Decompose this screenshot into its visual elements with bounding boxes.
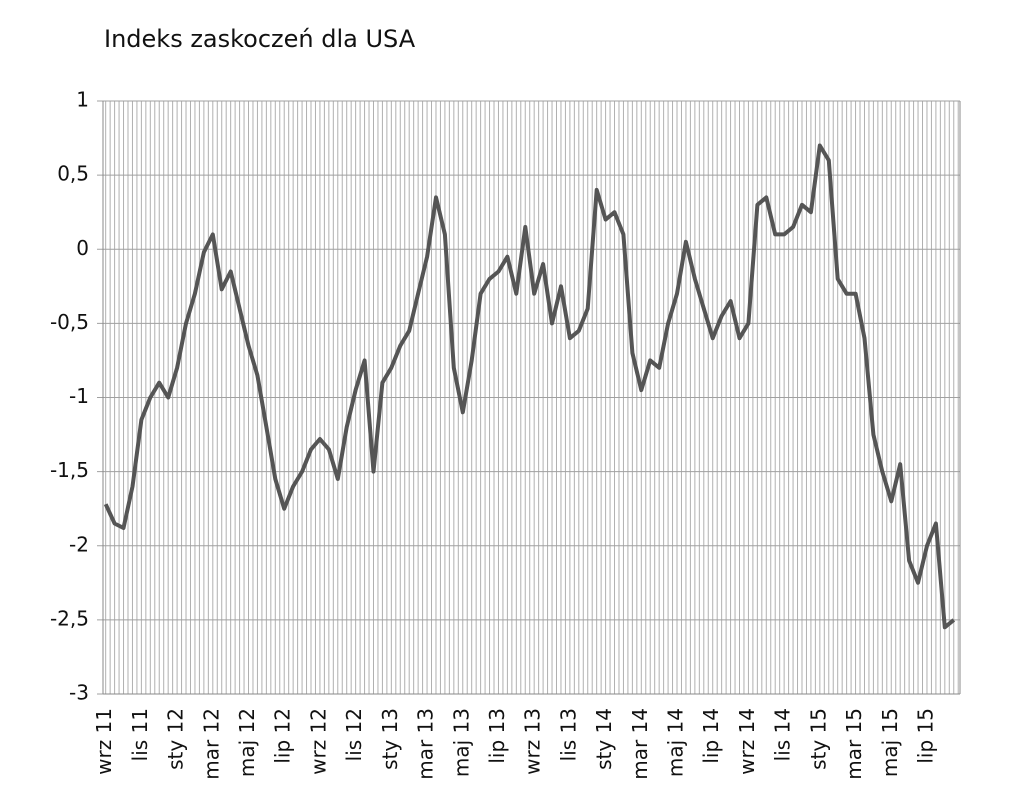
y-tick-label: 1 [76,88,89,112]
y-tick-label: 0 [76,236,89,260]
x-tick-label: lis 13 [556,708,580,761]
x-tick-label: maj 13 [449,708,473,777]
x-tick-label: mar 15 [842,708,866,780]
x-tick-label: sty 15 [806,708,830,770]
x-tick-label: sty 12 [164,708,188,770]
x-tick-label: maj 14 [664,708,688,777]
x-tick-label: sty 14 [592,708,616,770]
chart-title: Indeks zaskoczeń dla USA [104,25,416,53]
x-tick-label: lis 11 [128,708,152,761]
x-tick-label: lip 13 [485,708,509,764]
x-tick-label: lis 14 [771,708,795,761]
x-tick-label: lip 15 [913,708,937,764]
y-tick-label: 0,5 [57,162,89,186]
x-tick-label: wrz 13 [521,708,545,775]
y-tick-label: -2,5 [50,606,89,630]
x-tick-label: maj 12 [235,708,259,777]
x-tick-label: maj 15 [878,708,902,777]
x-tick-label: sty 13 [378,708,402,770]
y-tick-label: -3 [69,681,89,705]
y-tick-label: -2 [69,532,89,556]
x-tick-label: lip 14 [699,708,723,764]
y-tick-label: -1,5 [50,458,89,482]
x-tick-label: wrz 11 [92,708,116,775]
x-tick-label: wrz 14 [735,708,759,775]
x-tick-label: mar 14 [628,708,652,780]
y-tick-label: -1 [69,384,89,408]
y-tick-label: -0,5 [50,310,89,334]
x-tick-label: wrz 12 [306,708,330,775]
x-tick-label: mar 13 [414,708,438,780]
x-tick-label: lis 12 [342,708,366,761]
x-tick-label: mar 12 [199,708,223,780]
x-tick-label: lip 12 [271,708,295,764]
data-line [103,143,956,630]
